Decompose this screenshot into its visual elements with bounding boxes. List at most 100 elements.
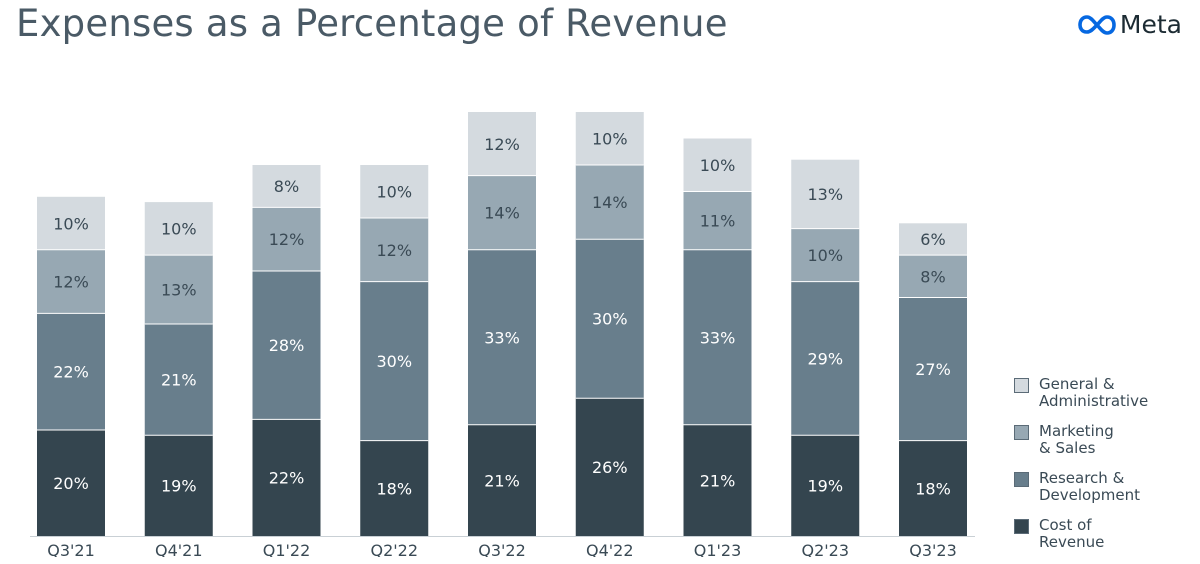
bar-segment-cost_revenue: 20% <box>37 430 105 536</box>
bar-marketing_sales <box>468 175 536 250</box>
x-tick-label: Q2'22 <box>370 541 418 557</box>
bar-segment-general_admin: 10% <box>683 138 752 192</box>
data-label: 8% <box>920 267 945 286</box>
data-label: 33% <box>700 328 736 347</box>
x-tick-label: Q3'23 <box>909 541 957 557</box>
bar-segment-cost_revenue: 26% <box>575 398 644 536</box>
bar-general_admin <box>468 112 536 176</box>
bar-cost_revenue <box>791 435 860 536</box>
bar-segment-marketing_sales: 14% <box>468 175 536 251</box>
bar-general_admin <box>899 223 967 256</box>
meta-logo: Meta <box>1078 10 1182 39</box>
data-label: 10% <box>700 156 736 175</box>
bar-marketing_sales <box>144 255 213 324</box>
x-tick-label: Q4'21 <box>155 541 203 557</box>
bar-segment-marketing_sales: 12% <box>360 218 429 283</box>
bar-segment-research_dev: 27% <box>899 297 967 442</box>
bar-cost_revenue <box>575 398 644 536</box>
data-label: 21% <box>700 471 736 490</box>
data-label: 13% <box>807 185 843 204</box>
x-tick-label: Q1'23 <box>694 541 742 557</box>
bar-segment-research_dev: 28% <box>252 271 321 420</box>
bar-segment-general_admin: 13% <box>791 159 860 230</box>
bar-segment-marketing_sales: 10% <box>791 228 860 283</box>
data-label: 19% <box>161 477 197 496</box>
bar-segment-marketing_sales: 8% <box>899 255 967 298</box>
bar-segment-cost_revenue: 19% <box>144 435 213 536</box>
data-label: 10% <box>53 214 89 233</box>
bar-segment-general_admin: 10% <box>575 112 644 166</box>
bar-segment-cost_revenue: 18% <box>899 440 967 536</box>
bar-cost_revenue <box>252 419 321 536</box>
bar-segment-research_dev: 33% <box>683 249 752 426</box>
bar-research_dev <box>468 249 536 425</box>
bar-general_admin <box>37 196 105 250</box>
data-label: 22% <box>269 469 305 488</box>
bar-segment-general_admin: 8% <box>252 165 321 208</box>
data-label: 10% <box>161 220 197 239</box>
legend-swatch <box>1014 519 1029 534</box>
x-tick-label: Q4'22 <box>586 541 634 557</box>
legend-label: Cost of Revenue <box>1039 516 1105 551</box>
x-tick-label: Q3'22 <box>478 541 526 557</box>
bar-segment-research_dev: 30% <box>360 281 429 442</box>
data-label: 20% <box>53 474 89 493</box>
bar-research_dev <box>899 297 967 441</box>
bar-research_dev <box>37 313 105 430</box>
bar-general_admin <box>360 165 429 218</box>
bar-general_admin <box>791 159 860 229</box>
bar-marketing_sales <box>37 249 105 314</box>
data-label: 10% <box>376 183 412 202</box>
bar-segment-research_dev: 22% <box>37 313 105 431</box>
data-label: 14% <box>484 204 520 223</box>
bar-segment-general_admin: 6% <box>899 223 967 256</box>
data-label: 10% <box>807 246 843 265</box>
bar-segment-marketing_sales: 12% <box>37 249 105 314</box>
bar-research_dev <box>575 239 644 399</box>
data-label: 18% <box>915 479 951 498</box>
bar-cost_revenue <box>360 440 429 536</box>
data-label: 13% <box>161 281 197 300</box>
bar-segment-research_dev: 29% <box>791 281 860 436</box>
x-tick-label: Q1'22 <box>263 541 311 557</box>
bar-segment-marketing_sales: 13% <box>144 255 213 325</box>
bar-segment-research_dev: 33% <box>468 249 536 426</box>
bar-segment-cost_revenue: 22% <box>252 419 321 536</box>
data-label: 12% <box>376 241 412 260</box>
legend-label: General & Administrative <box>1039 375 1149 410</box>
legend-swatch <box>1014 425 1029 440</box>
data-label: 19% <box>807 477 843 496</box>
bar-general_admin <box>252 165 321 208</box>
x-tick-label: Q3'21 <box>47 541 95 557</box>
data-label: 12% <box>269 230 305 249</box>
data-label: 10% <box>592 130 628 149</box>
meta-infinity-icon <box>1078 14 1116 35</box>
bar-segment-marketing_sales: 14% <box>575 165 644 240</box>
legend-item-research_dev: Research & Development <box>1014 470 1148 504</box>
legend-label: Research & Development <box>1039 469 1140 504</box>
bar-segment-general_admin: 12% <box>468 112 536 177</box>
bar-segment-research_dev: 21% <box>144 324 213 436</box>
data-label: 27% <box>915 360 951 379</box>
data-label: 29% <box>807 349 843 368</box>
logo-text: Meta <box>1119 10 1182 39</box>
bar-segment-marketing_sales: 12% <box>252 207 321 272</box>
legend: General & Administrative Marketing & Sale… <box>1014 376 1148 564</box>
bar-segment-cost_revenue: 18% <box>360 440 429 536</box>
bar-cost_revenue <box>37 430 105 536</box>
data-label: 22% <box>53 363 89 382</box>
legend-item-cost_revenue: Cost of Revenue <box>1014 517 1148 551</box>
data-label: 30% <box>592 310 628 329</box>
data-label: 33% <box>484 328 520 347</box>
bar-segment-cost_revenue: 19% <box>791 435 860 536</box>
bar-research_dev <box>791 281 860 436</box>
data-label: 12% <box>53 273 89 292</box>
data-label: 14% <box>592 193 628 212</box>
bar-general_admin <box>575 112 644 165</box>
bar-segment-cost_revenue: 21% <box>468 424 536 536</box>
bar-marketing_sales <box>683 191 752 250</box>
bar-research_dev <box>683 249 752 425</box>
bar-general_admin <box>144 202 213 256</box>
legend-item-general_admin: General & Administrative <box>1014 376 1148 410</box>
